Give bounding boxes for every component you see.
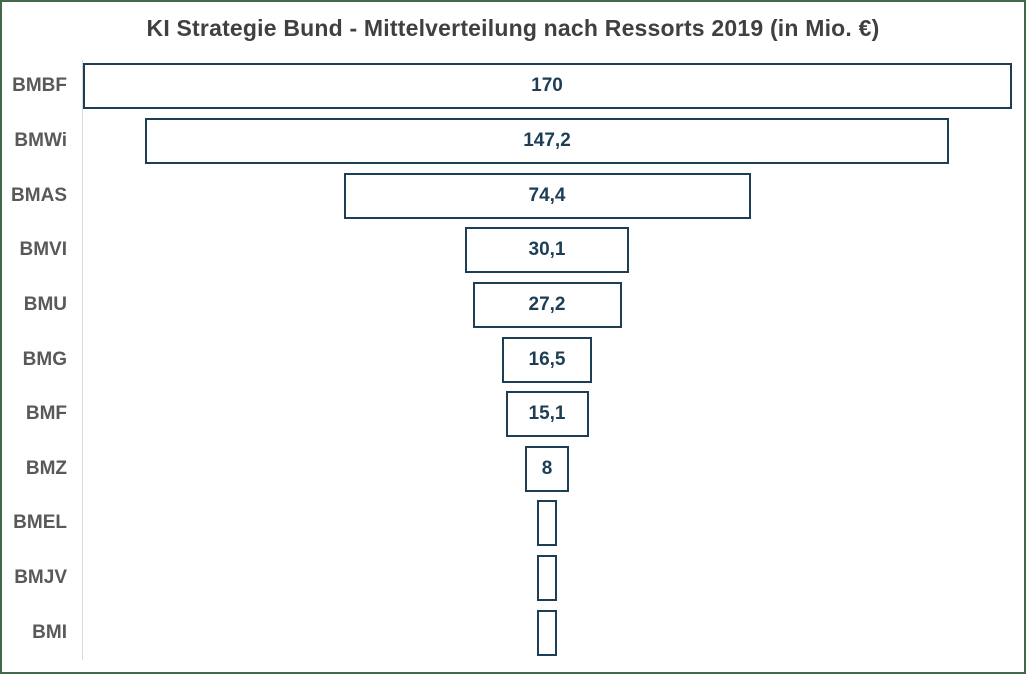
category-label: BMWi — [14, 129, 67, 151]
category-axis-line — [82, 60, 83, 660]
plot-cell: 16,5 — [82, 332, 1012, 387]
funnel-bar — [537, 500, 557, 547]
funnel-bar: 74,4 — [343, 172, 751, 219]
plot-cell — [82, 551, 1012, 606]
funnel-row: BMEL — [2, 496, 1012, 551]
plot-cell: 147,2 — [82, 114, 1012, 169]
category-label: BMF — [25, 403, 67, 425]
funnel-row: BMZ 8 — [2, 441, 1012, 496]
bar-value-label: 16,5 — [528, 348, 566, 370]
plot-cell: 27,2 — [82, 278, 1012, 333]
funnel-row: BMWi 147,2 — [2, 114, 1012, 169]
funnel-row: BMAS 74,4 — [2, 168, 1012, 223]
bar-value-label: 15,1 — [528, 403, 566, 425]
funnel-bar: 15,1 — [505, 391, 589, 438]
plot-cell — [82, 605, 1012, 660]
category-label: BMAS — [11, 184, 67, 206]
funnel-bar — [537, 555, 557, 602]
funnel-row: BMF 15,1 — [2, 387, 1012, 442]
funnel-bar: 30,1 — [465, 227, 629, 274]
funnel-row: BMU 27,2 — [2, 278, 1012, 333]
funnel-row: BMG 16,5 — [2, 332, 1012, 387]
plot-cell: 8 — [82, 441, 1012, 496]
funnel-bar: 8 — [525, 445, 569, 492]
category-label: BMZ — [25, 457, 67, 479]
chart-title: KI Strategie Bund - Mittelverteilung nac… — [146, 15, 880, 41]
funnel-bar: 16,5 — [502, 336, 592, 383]
funnel-bar: 170 — [82, 63, 1012, 110]
plot-cell: 15,1 — [82, 387, 1012, 442]
category-label: BMEL — [13, 512, 67, 534]
bar-value-label: 30,1 — [528, 239, 566, 261]
funnel-row: BMI — [2, 605, 1012, 660]
funnel-row: BMJV — [2, 551, 1012, 606]
funnel-row: BMBF 170 — [2, 59, 1012, 114]
funnel-row: BMVI 30,1 — [2, 223, 1012, 278]
category-label: BMVI — [19, 239, 68, 261]
bar-value-label: 74,4 — [528, 184, 566, 206]
funnel-bar — [537, 609, 557, 656]
category-label: BMG — [22, 348, 67, 370]
funnel-bar: 147,2 — [145, 117, 949, 164]
category-label: BMI — [32, 621, 67, 643]
bar-value-label: 147,2 — [523, 129, 571, 151]
plot-cell: 74,4 — [82, 168, 1012, 223]
plot-cell — [82, 496, 1012, 551]
bar-value-label: 170 — [531, 75, 563, 97]
category-label: BMU — [23, 293, 67, 315]
plot-area: BMBF 170 BMWi 147,2 BMAS 74,4 BMVI 30,1 BMU 27,2 B… — [2, 59, 1012, 660]
plot-cell: 170 — [82, 59, 1012, 114]
bar-value-label: 8 — [541, 457, 553, 479]
category-label: BMBF — [12, 75, 67, 97]
bar-value-label: 27,2 — [528, 293, 566, 315]
funnel-bar: 27,2 — [472, 281, 622, 328]
category-label: BMJV — [14, 567, 67, 589]
plot-cell: 30,1 — [82, 223, 1012, 278]
